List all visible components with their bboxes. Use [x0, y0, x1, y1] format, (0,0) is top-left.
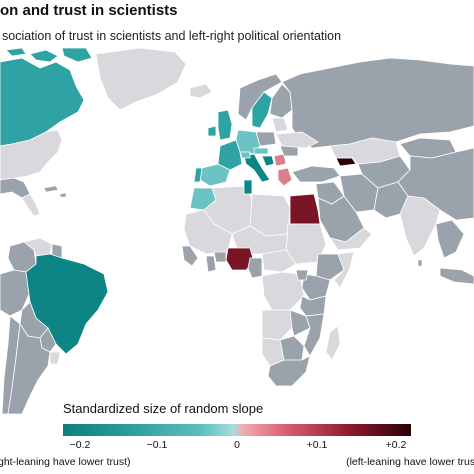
madagascar: [325, 325, 341, 361]
ireland: [207, 125, 217, 137]
yemen-oman: [329, 227, 373, 251]
caribbean: [43, 185, 67, 198]
china: [397, 147, 474, 221]
arctic-islands: [5, 48, 93, 63]
russia: [281, 57, 474, 149]
brazil: [25, 253, 109, 355]
south-africa: [267, 355, 311, 387]
somalia: [333, 251, 355, 289]
congo: [261, 271, 305, 311]
italy: [243, 153, 271, 183]
legend: Standardized size of random slope −0.2 −…: [0, 398, 474, 474]
central-african-rep: [261, 249, 297, 273]
serbia: [273, 153, 287, 167]
legend-tick: −0.1: [146, 439, 168, 451]
legend-tick: +0.2: [385, 439, 407, 451]
peru: [0, 269, 31, 317]
canada: [0, 57, 85, 147]
egypt: [289, 193, 321, 225]
central-america: [21, 193, 41, 217]
switzerland: [239, 151, 251, 159]
zambia: [289, 309, 311, 337]
legend-left-note: ght-leaning have lower trust): [0, 456, 131, 468]
zimbabwe-botswana: [279, 335, 305, 363]
legend-right-note: (left-leaning have lower trust: [346, 456, 474, 468]
portugal: [193, 167, 203, 183]
legend-tick: +0.1: [306, 439, 328, 451]
ukraine: [275, 131, 319, 149]
argentina: [7, 322, 51, 414]
baltics: [271, 117, 289, 133]
uganda: [295, 269, 309, 281]
sweden: [251, 91, 273, 129]
world-choropleth-map: [0, 48, 474, 414]
indonesia: [439, 267, 474, 285]
mexico: [0, 177, 31, 199]
tunisia: [243, 179, 253, 195]
greece: [277, 167, 293, 187]
sri-lanka: [417, 259, 423, 267]
legend-color-bar: [63, 424, 411, 436]
nigeria: [225, 247, 255, 271]
burkina-faso: [213, 251, 227, 263]
turkey: [291, 165, 341, 183]
legend-tick: −0.2: [69, 439, 91, 451]
croatia: [261, 155, 275, 167]
map-subtitle: sociation of trust in scientists and lef…: [2, 29, 342, 43]
tanzania: [299, 295, 327, 317]
uk: [217, 109, 233, 141]
legend-title: Standardized size of random slope: [63, 401, 264, 416]
cameroon: [247, 257, 263, 279]
greenland: [95, 48, 187, 111]
senegal-guinea: [181, 245, 199, 267]
ghana: [205, 255, 217, 273]
southeast-asia: [435, 219, 465, 259]
map-title: on and trust in scientists: [0, 2, 178, 19]
iceland: [189, 83, 213, 99]
legend-tick: 0: [234, 439, 240, 451]
uruguay: [49, 351, 61, 365]
ethiopia: [315, 253, 345, 281]
angola: [261, 309, 293, 341]
austria: [253, 147, 269, 155]
